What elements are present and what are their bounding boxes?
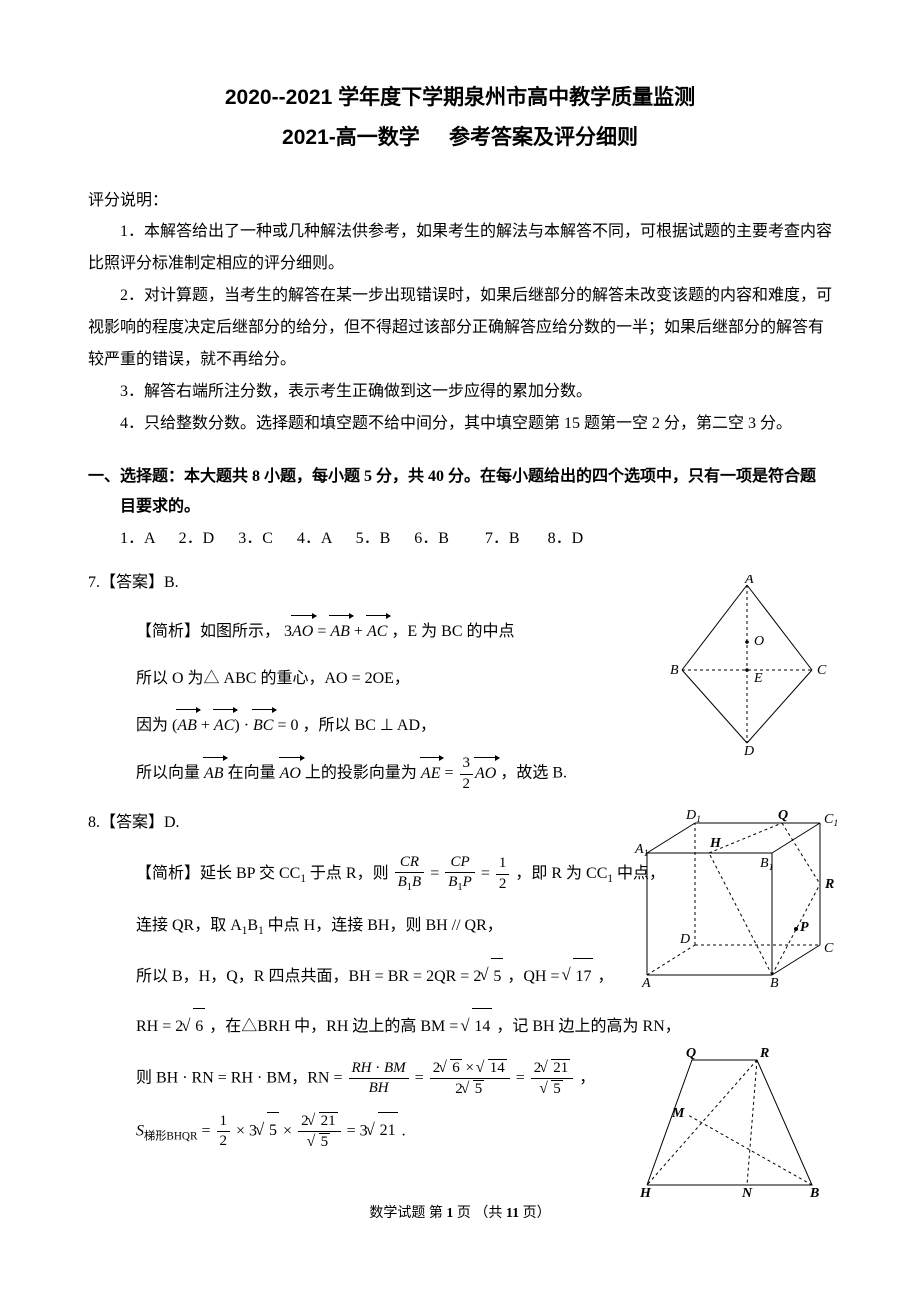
q8-l6sub: 梯形BHQR [144, 1131, 197, 1143]
q8-l3b: ，QH = [507, 968, 563, 985]
q7-l1a: 【简析】如图所示， [136, 623, 280, 640]
fig-q8b-B: B [809, 1186, 819, 1200]
q7-l1b: ，E 为 BC 的中点 [391, 623, 514, 640]
grading-para-4: 4．只给整数分数。选择题和填空题不给中间分，其中填空题第 15 题第一空 2 分… [88, 408, 832, 440]
fig-q8a-A1: A1 [634, 842, 648, 859]
question-7: 7.【答案】B. A B C D O E [88, 565, 832, 793]
q7-l3b: ，所以 BC ⊥ AD， [303, 717, 437, 734]
q8-l3c: ， [597, 968, 613, 985]
answers-row: 1．A 2．D 3．C 4．A 5．B 6．B 7．B 8．D [88, 523, 832, 555]
fig-q8a-Q: Q [778, 808, 788, 823]
q7-l4a: 所以向量 [136, 765, 200, 782]
fig-q8b-M: M [671, 1106, 685, 1121]
fig-q7-label-E: E [753, 671, 763, 686]
grading-heading: 评分说明： [88, 186, 832, 210]
grading-para-1: 1．本解答给出了一种或几种解法供参考，如果考生的解法与本解答不同，可根据试题的主… [88, 216, 832, 280]
fig-q7-label-O: O [754, 634, 764, 649]
title-subtitle: 参考答案及评分细则 [449, 126, 638, 149]
question-8: 8.【答案】D. [88, 805, 832, 1152]
q8-l5b: ， [579, 1069, 595, 1086]
q8-l4a: RH = [136, 1018, 175, 1035]
q8-l3a: 所以 B，H，Q，R 四点共面，BH = BR = 2QR = [136, 968, 473, 985]
fig-q8b-N: N [741, 1186, 753, 1200]
q7-l4c: 上的投影向量为 [305, 765, 417, 782]
q8-l1b: 于点 R，则 [310, 865, 389, 882]
footer-c: 页） [519, 1206, 551, 1221]
q7-l4b: 在向量 [228, 765, 280, 782]
document-page: 2020--2021 学年度下学期泉州市高中教学质量监测 2021-高一数学 参… [0, 0, 920, 1262]
section-1-heading-b: 目要求的。 [88, 492, 832, 522]
q8-l2b: B [247, 917, 258, 934]
title-line-2: 2021-高一数学 参考答案及评分细则 [88, 118, 832, 158]
fig-q8a-H: H [709, 836, 722, 851]
q7-l3a: 因为 [136, 717, 168, 734]
grading-para-3: 3．解答右端所注分数，表示考生正确做到这一步应得的累加分数。 [88, 376, 832, 408]
fig-q8a-B: B [770, 976, 779, 990]
q8-l4b: ，在△BRH 中，RH 边上的高 BM = [209, 1018, 462, 1035]
q8-l1c: ，即 R 为 CC [515, 865, 607, 882]
footer-b: 页 （共 [453, 1206, 506, 1221]
fig-q7-label-C: C [817, 663, 827, 678]
figure-q7: A B C D O E [662, 575, 832, 755]
fig-q8a-B1: B1 [760, 856, 773, 873]
title-line-1: 2020--2021 学年度下学期泉州市高中教学质量监测 [88, 78, 832, 118]
fig-q8b-H: H [639, 1186, 652, 1200]
fig-q8b-R: R [759, 1046, 769, 1061]
q7-l4d: ，故选 B. [500, 765, 567, 782]
fig-q8a-A: A [641, 976, 651, 990]
q8-l2c: 中点 H，连接 BH，则 BH // QR， [268, 917, 503, 934]
fig-q8a-C: C [824, 941, 834, 956]
q8-l5a: 则 BH · RN = RH · BM，RN = [136, 1069, 347, 1086]
fig-q7-label-A: A [744, 575, 754, 587]
figure-q8a: A B C D A1 B1 C1 D1 H Q R P [632, 805, 837, 990]
title-subject: 2021-高一数学 [282, 126, 420, 149]
fig-q8a-C1: C1 [824, 812, 837, 829]
q8-l4c: ，记 BH 边上的高为 RN， [496, 1018, 680, 1035]
fig-q8a-P: P [800, 920, 809, 935]
page-footer: 数学试题 第 1 页 （共 11 页） [88, 1202, 832, 1222]
q8-l1a: 【简析】延长 BP 交 CC [136, 865, 300, 882]
fig-q7-label-D: D [743, 744, 754, 755]
footer-a: 数学试题 第 [369, 1206, 446, 1221]
q7-line-4: 所以向量 AB 在向量 AO 上的投影向量为 AE = 32AO ，故选 B. [88, 755, 832, 793]
q8-l6a: S [136, 1122, 144, 1139]
section-1-heading: 一、选择题：本大题共 8 小题，每小题 5 分，共 40 分。在每小题给出的四个… [88, 462, 832, 523]
section-1-heading-a: 一、选择题：本大题共 8 小题，每小题 5 分，共 40 分。在每小题给出的四个… [88, 468, 816, 485]
fig-q7-label-B: B [670, 663, 679, 678]
grading-para-2: 2．对计算题，当考生的解答在某一步出现错误时，如果后继部分的解答未改变该题的内容… [88, 280, 832, 376]
footer-total: 11 [506, 1206, 519, 1221]
q8-l6b: = [201, 1122, 214, 1139]
q8-line-4: RH = 26 ，在△BRH 中，RH 边上的高 BM = 14 ，记 BH 边… [88, 1008, 832, 1044]
q8-l2a: 连接 QR，取 A [136, 917, 242, 934]
fig-q8a-R: R [824, 877, 834, 892]
fig-q8a-D: D [679, 932, 690, 947]
fig-q8a-D1: D1 [685, 808, 701, 825]
fig-q8b-Q: Q [686, 1046, 696, 1061]
figure-q8b: Q R H B M N [632, 1045, 827, 1200]
q8-l6c: . [402, 1122, 406, 1139]
